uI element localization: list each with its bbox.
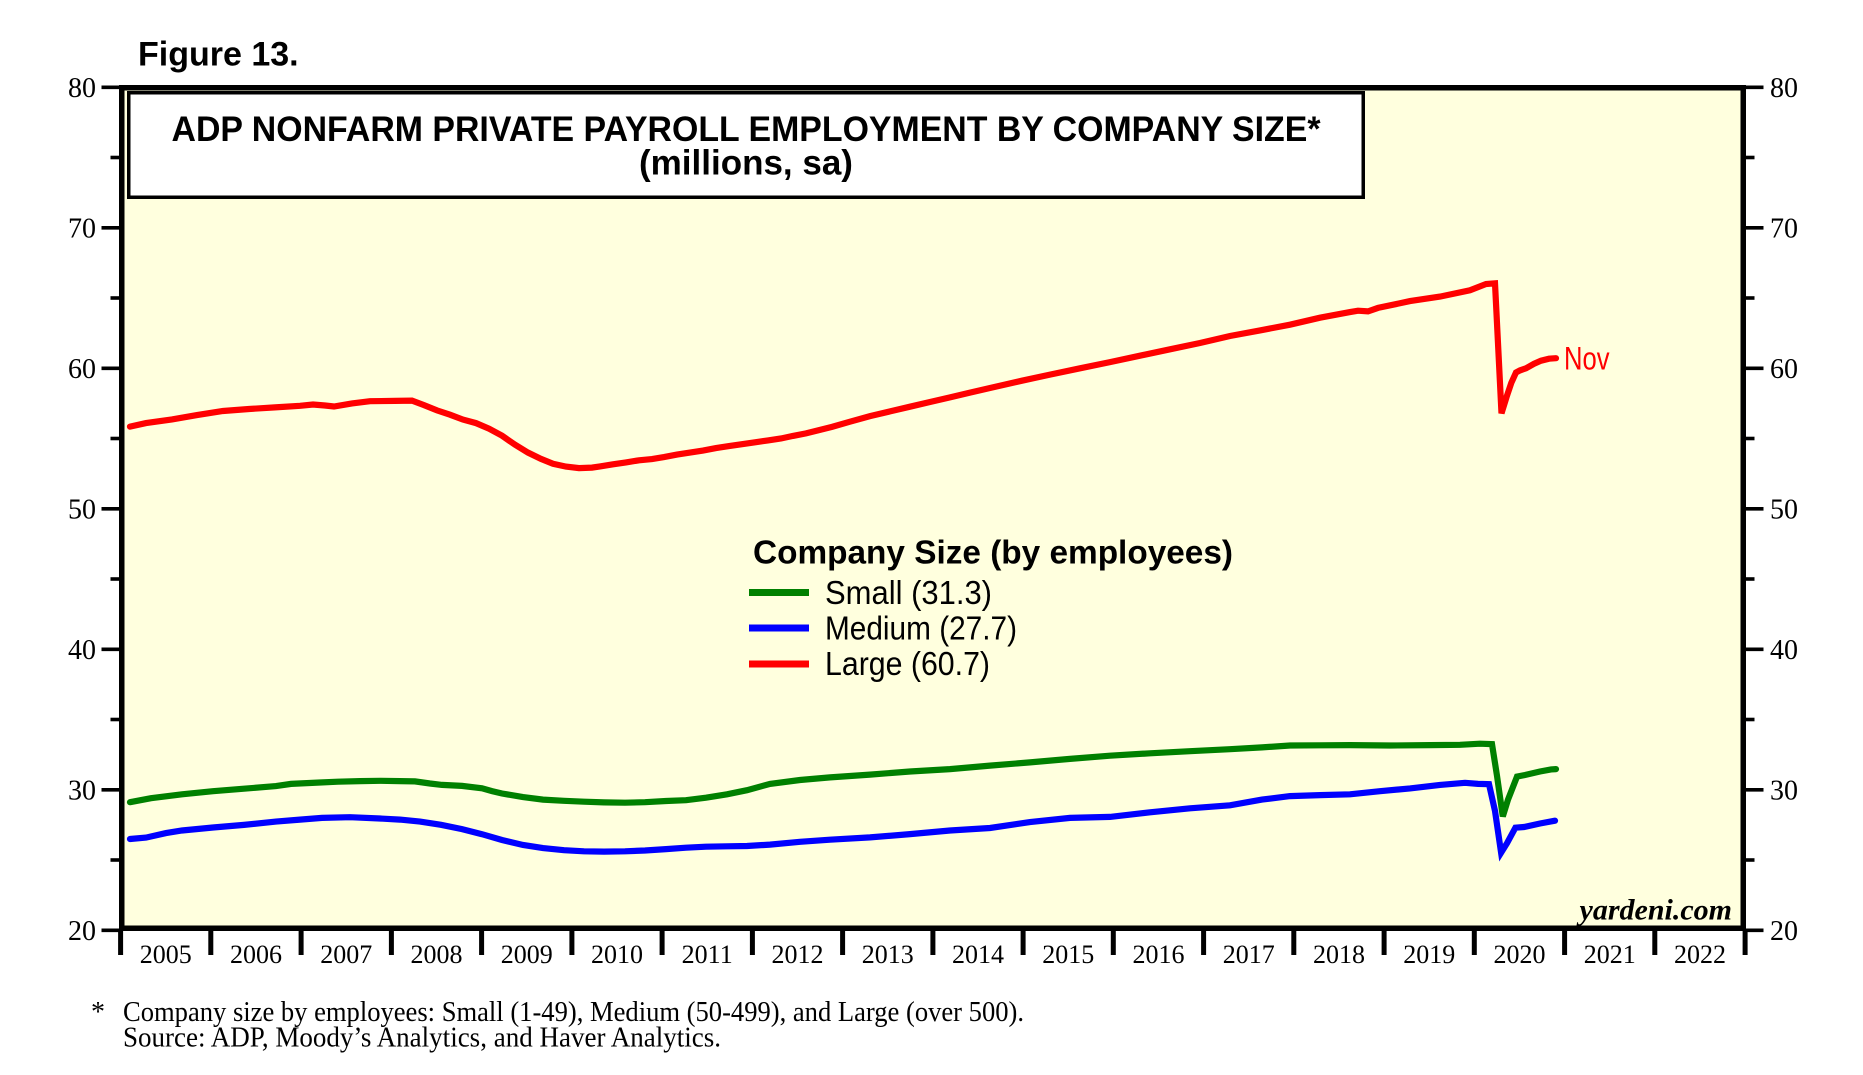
svg-text:70: 70 (68, 213, 96, 244)
svg-text:Medium (27.7): Medium (27.7) (825, 609, 1017, 646)
svg-text:2019: 2019 (1403, 940, 1455, 969)
svg-text:ADP NONFARM PRIVATE PAYROLL EM: ADP NONFARM PRIVATE PAYROLL EMPLOYMENT B… (172, 110, 1321, 149)
svg-text:2016: 2016 (1133, 940, 1185, 969)
svg-text:30: 30 (68, 775, 96, 806)
svg-text:2008: 2008 (411, 940, 463, 969)
svg-text:2005: 2005 (140, 940, 192, 969)
svg-text:2018: 2018 (1313, 940, 1365, 969)
svg-text:Nov: Nov (1564, 341, 1610, 377)
svg-text:Company size by employees: Sma: Company size by employees: Small (1-49),… (123, 997, 1024, 1028)
svg-text:2006: 2006 (230, 940, 282, 969)
svg-text:40: 40 (68, 635, 96, 666)
svg-text:30: 30 (1770, 775, 1798, 806)
svg-text:2009: 2009 (501, 940, 553, 969)
svg-text:Large (60.7): Large (60.7) (825, 645, 990, 682)
svg-text:60: 60 (68, 354, 96, 385)
svg-text:2012: 2012 (772, 940, 824, 969)
svg-text:2011: 2011 (682, 940, 733, 969)
svg-text:*: * (91, 997, 105, 1028)
svg-text:Figure 13.: Figure 13. (138, 35, 299, 73)
svg-text:40: 40 (1770, 635, 1798, 666)
svg-text:yardeni.com: yardeni.com (1577, 894, 1732, 927)
svg-text:2014: 2014 (952, 940, 1004, 969)
svg-text:2021: 2021 (1584, 940, 1636, 969)
svg-text:20: 20 (68, 916, 96, 947)
svg-text:2007: 2007 (320, 940, 372, 969)
svg-text:20: 20 (1770, 916, 1798, 947)
svg-text:50: 50 (1770, 494, 1798, 525)
svg-text:2010: 2010 (591, 940, 643, 969)
svg-text:80: 80 (1770, 73, 1798, 104)
svg-text:2017: 2017 (1223, 940, 1275, 969)
svg-text:Small (31.3): Small (31.3) (825, 574, 992, 611)
svg-text:Source: ADP, Moody’s Analytics: Source: ADP, Moody’s Analytics, and Have… (123, 1022, 721, 1053)
svg-text:70: 70 (1770, 213, 1798, 244)
svg-text:2020: 2020 (1494, 940, 1546, 969)
svg-text:60: 60 (1770, 354, 1798, 385)
svg-text:2022: 2022 (1674, 940, 1726, 969)
svg-text:(millions, sa): (millions, sa) (639, 144, 853, 183)
svg-text:2013: 2013 (862, 940, 914, 969)
svg-text:50: 50 (68, 494, 96, 525)
svg-text:Company Size (by employees): Company Size (by employees) (753, 534, 1233, 571)
svg-text:80: 80 (68, 73, 96, 104)
svg-text:2015: 2015 (1042, 940, 1094, 969)
